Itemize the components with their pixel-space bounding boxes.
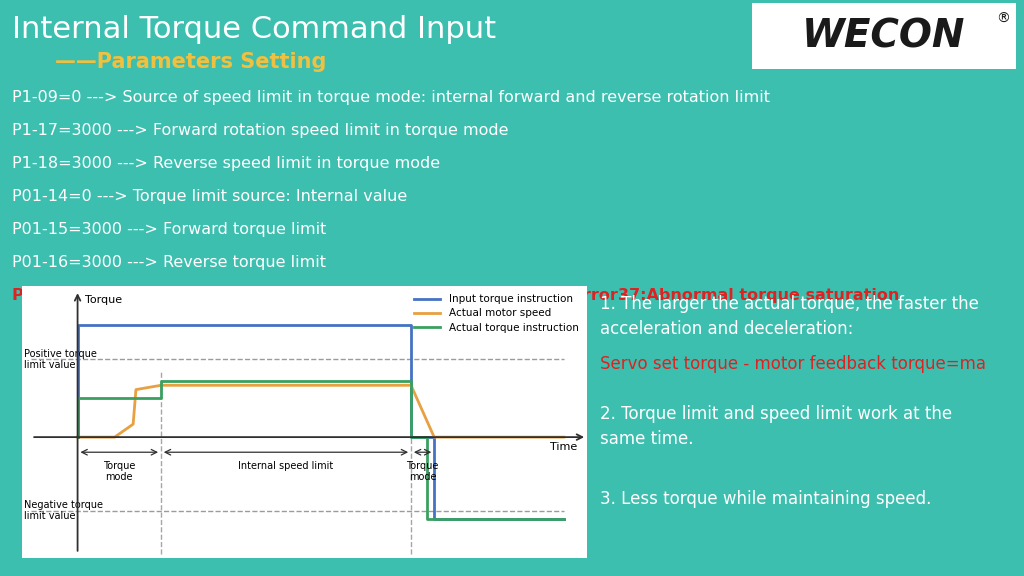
Text: 2. Torque limit and speed limit work at the
same time.: 2. Torque limit and speed limit work at … [600, 405, 952, 448]
Text: ——Parameters Setting: ——Parameters Setting [55, 52, 327, 72]
Text: Positive torque
limit value: Positive torque limit value [25, 348, 97, 370]
Text: Torque: Torque [85, 295, 122, 305]
Text: P01-14=0 ---> Torque limit source: Internal value: P01-14=0 ---> Torque limit source: Inter… [12, 189, 408, 204]
Legend: Input torque instruction, Actual motor speed, Actual torque instruction: Input torque instruction, Actual motor s… [412, 291, 582, 336]
Text: P01-15=3000 ---> Forward torque limit: P01-15=3000 ---> Forward torque limit [12, 222, 327, 237]
Text: P01-19=1000 ---> Torque saturation timeout time (ms) -------- error37:Abnormal t: P01-19=1000 ---> Torque saturation timeo… [12, 288, 899, 303]
Text: ®: ® [996, 12, 1010, 26]
Text: P1-09=0 ---> Source of speed limit in torque mode: internal forward and reverse : P1-09=0 ---> Source of speed limit in to… [12, 90, 770, 105]
Text: Internal speed limit: Internal speed limit [239, 461, 334, 471]
Text: Servo set torque - motor feedback torque=ma: Servo set torque - motor feedback torque… [600, 355, 986, 373]
Text: Torque
mode: Torque mode [407, 461, 438, 483]
Text: Negative torque
limit value: Negative torque limit value [25, 500, 103, 521]
Bar [752, 3, 1016, 69]
Text: 3. Less torque while maintaining speed.: 3. Less torque while maintaining speed. [600, 490, 932, 508]
Text: 1. The larger the actual torque, the faster the
acceleration and deceleration:: 1. The larger the actual torque, the fas… [600, 295, 979, 338]
Text: WECON: WECON [803, 17, 966, 55]
Text: Internal Torque Command Input: Internal Torque Command Input [12, 16, 496, 44]
Text: Time: Time [551, 442, 578, 452]
Text: P01-16=3000 ---> Reverse torque limit: P01-16=3000 ---> Reverse torque limit [12, 255, 326, 270]
Text: Torque
mode: Torque mode [103, 461, 135, 483]
Text: P1-18=3000 ---> Reverse speed limit in torque mode: P1-18=3000 ---> Reverse speed limit in t… [12, 156, 440, 171]
Text: P1-17=3000 ---> Forward rotation speed limit in torque mode: P1-17=3000 ---> Forward rotation speed l… [12, 123, 509, 138]
